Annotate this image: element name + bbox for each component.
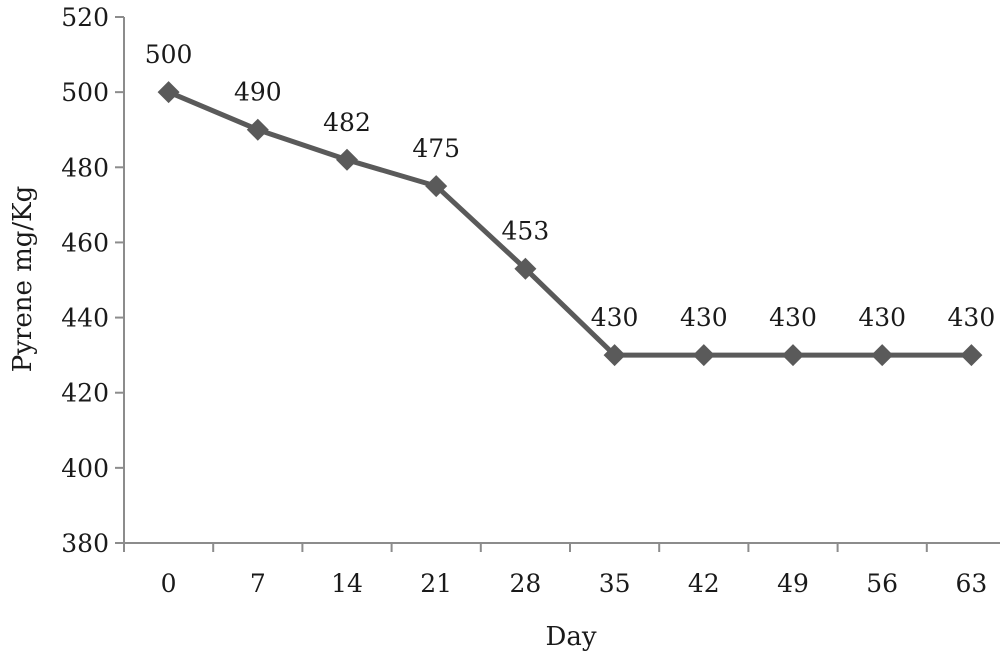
data-label: 430	[591, 303, 639, 332]
x-tick-label: 0	[161, 569, 177, 598]
y-tick-label: 480	[61, 153, 109, 182]
data-label: 430	[680, 303, 728, 332]
data-label-layer: 500 490 482 475 453 430 430 430 430 430	[145, 40, 996, 332]
data-label: 490	[234, 78, 282, 107]
y-tick-label: 500	[61, 78, 109, 107]
y-tick-label: 520	[61, 3, 109, 32]
data-label: 453	[502, 217, 550, 246]
data-point-marker	[157, 81, 180, 104]
y-tick-label: 400	[61, 454, 109, 483]
x-tick-label: 21	[420, 569, 452, 598]
data-point-marker	[336, 148, 358, 171]
x-tick-label: 56	[866, 569, 898, 598]
x-tick-label: 28	[509, 569, 541, 598]
y-tick-label: 440	[61, 304, 109, 333]
data-point-marker	[960, 344, 983, 367]
marker-layer	[157, 81, 983, 367]
series-layer	[167, 89, 972, 358]
x-tick-label: 63	[955, 569, 987, 598]
data-point-marker	[246, 118, 269, 141]
data-point-marker	[782, 344, 804, 367]
data-point-marker	[425, 175, 448, 198]
data-label: 430	[948, 303, 996, 332]
series-line	[167, 89, 972, 358]
data-label: 475	[412, 134, 460, 163]
y-axis-title: Pyrene mg/Kg	[8, 186, 38, 373]
data-point-marker	[603, 344, 626, 367]
x-tick-label: 14	[331, 569, 363, 598]
x-tick-label: 35	[599, 569, 631, 598]
data-point-marker	[692, 344, 715, 367]
y-tick-label: 380	[61, 529, 109, 558]
y-tick-label: 460	[61, 228, 109, 257]
x-tick-label: 42	[688, 569, 720, 598]
x-axis: 0 7 14 21 28 35 42 49 56 63	[123, 542, 1000, 598]
data-point-marker	[871, 344, 894, 367]
data-label: 482	[323, 108, 371, 137]
y-axis: 380 400 420 440 460 480 500 520	[61, 3, 125, 558]
data-label: 500	[145, 40, 193, 69]
data-label: 430	[769, 303, 817, 332]
y-tick-label: 420	[61, 379, 109, 408]
data-point-marker	[514, 257, 537, 280]
data-label: 430	[858, 303, 906, 332]
x-tick-label: 49	[777, 569, 809, 598]
x-tick-label: 7	[250, 569, 266, 598]
x-axis-title: Day	[545, 622, 596, 652]
